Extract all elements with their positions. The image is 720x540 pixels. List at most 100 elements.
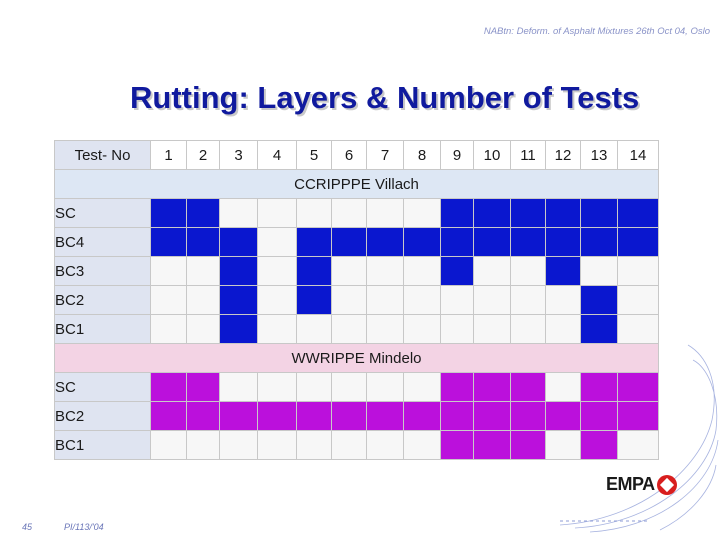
test-number-header: 9: [440, 140, 474, 170]
tested-cell: [150, 372, 187, 402]
tested-cell: [296, 401, 332, 431]
layer-row: BC3: [54, 256, 659, 286]
tested-cell: [331, 227, 367, 257]
test-number-header: 6: [331, 140, 367, 170]
tested-cell: [296, 285, 332, 315]
tested-cell: [617, 227, 659, 257]
empty-cell: [150, 314, 187, 344]
tested-cell: [510, 372, 546, 402]
tested-cell: [473, 430, 511, 460]
tested-cell: [366, 227, 404, 257]
tested-cell: [440, 430, 474, 460]
test-number-header: 1: [150, 140, 187, 170]
empty-cell: [510, 256, 546, 286]
tested-cell: [186, 372, 220, 402]
empty-cell: [257, 314, 297, 344]
empty-cell: [617, 430, 659, 460]
empty-cell: [296, 372, 332, 402]
tested-cell: [186, 198, 220, 228]
empty-cell: [331, 285, 367, 315]
tested-cell: [219, 256, 258, 286]
tested-cell: [219, 227, 258, 257]
empty-cell: [331, 198, 367, 228]
layer-label: BC4: [54, 227, 151, 257]
empty-cell: [219, 198, 258, 228]
empty-cell: [545, 285, 581, 315]
empty-cell: [403, 198, 441, 228]
empty-cell: [219, 430, 258, 460]
tested-cell: [580, 401, 618, 431]
tested-cell: [617, 401, 659, 431]
test-number-header: 11: [510, 140, 546, 170]
tested-cell: [580, 314, 618, 344]
empty-cell: [186, 285, 220, 315]
empty-cell: [257, 285, 297, 315]
layer-row: SC: [54, 198, 659, 228]
empty-cell: [617, 314, 659, 344]
empty-cell: [296, 314, 332, 344]
section-title-row: CCRIPPPE Villach: [54, 169, 659, 199]
layer-row: BC1: [54, 314, 659, 344]
slide-title: Rutting: Layers & Number of Tests: [130, 80, 640, 115]
test-number-header: 4: [257, 140, 297, 170]
layer-label: BC3: [54, 256, 151, 286]
tested-cell: [186, 227, 220, 257]
empa-logo: EMPA: [606, 474, 677, 495]
test-number-header-row: Test- No 1 2 3 4 5 6 7 8 9 10 11 12 13 14: [54, 140, 659, 170]
tested-cell: [580, 227, 618, 257]
empty-cell: [257, 198, 297, 228]
logo-mark-icon: [656, 474, 677, 495]
tested-cell: [617, 372, 659, 402]
tested-cell: [580, 198, 618, 228]
tested-cell: [219, 314, 258, 344]
empty-cell: [366, 256, 404, 286]
test-number-header: 12: [545, 140, 581, 170]
layer-label: BC1: [54, 430, 151, 460]
tested-cell: [219, 401, 258, 431]
layer-label: BC1: [54, 314, 151, 344]
empty-cell: [186, 430, 220, 460]
tested-cell: [440, 227, 474, 257]
layer-label: SC: [54, 372, 151, 402]
empty-cell: [403, 256, 441, 286]
empty-cell: [150, 285, 187, 315]
layer-row: BC2: [54, 285, 659, 315]
tested-cell: [440, 198, 474, 228]
footer-id: PI/113/'04: [64, 522, 104, 532]
section-title: WWRIPPE Mindelo: [54, 343, 659, 373]
tested-cell: [296, 256, 332, 286]
tested-cell: [150, 227, 187, 257]
tested-cell: [510, 401, 546, 431]
empty-cell: [150, 256, 187, 286]
tested-cell: [186, 401, 220, 431]
empty-cell: [150, 430, 187, 460]
empty-cell: [186, 314, 220, 344]
empty-cell: [617, 256, 659, 286]
tested-cell: [510, 430, 546, 460]
test-number-header: 7: [366, 140, 404, 170]
empty-cell: [366, 314, 404, 344]
tested-cell: [403, 227, 441, 257]
tested-cell: [296, 227, 332, 257]
tested-cell: [366, 401, 404, 431]
tested-cell: [545, 256, 581, 286]
tested-cell: [403, 401, 441, 431]
logo-text: EMPA: [606, 474, 655, 494]
empty-cell: [366, 372, 404, 402]
layer-label: SC: [54, 198, 151, 228]
tested-cell: [219, 285, 258, 315]
empty-cell: [545, 314, 581, 344]
test-number-header: 13: [580, 140, 618, 170]
header-note: NABtn: Deform. of Asphalt Mixtures 26th …: [483, 26, 710, 37]
tested-cell: [150, 198, 187, 228]
empty-cell: [545, 372, 581, 402]
test-number-header: 14: [617, 140, 659, 170]
tested-cell: [545, 227, 581, 257]
empty-cell: [296, 430, 332, 460]
empty-cell: [617, 285, 659, 315]
empty-cell: [473, 314, 511, 344]
empty-cell: [366, 430, 404, 460]
tested-cell: [510, 198, 546, 228]
tested-cell: [257, 401, 297, 431]
empty-cell: [296, 198, 332, 228]
